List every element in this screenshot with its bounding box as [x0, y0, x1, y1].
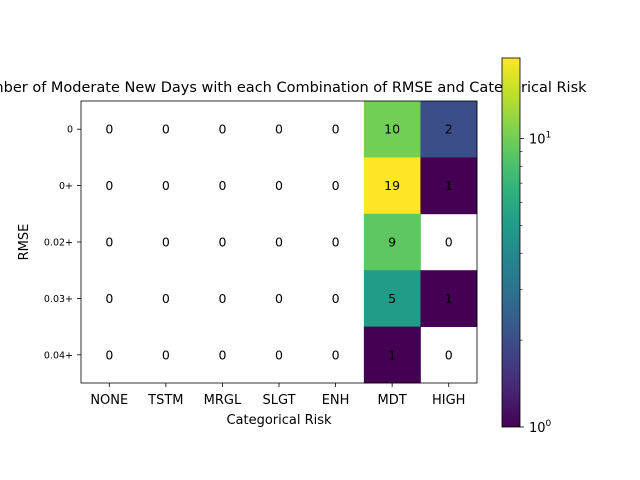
colorbar-tick-label: 101: [529, 130, 551, 147]
y-tick-label: 0: [67, 125, 73, 136]
x-tick-label: TSTM: [147, 393, 183, 408]
cell-value-label: 0: [218, 347, 226, 362]
cell-value-label: 0: [218, 122, 226, 137]
heatmap-cell: [363, 213, 421, 271]
cell-value-label: 0: [162, 178, 170, 193]
colorbar-gradient: [502, 58, 520, 427]
x-tick-label: MRGL: [204, 393, 242, 408]
x-axis-ticks: NONE TSTM MRGL SLGT ENH MDT HIGH: [90, 383, 465, 408]
colorbar-frame: [501, 57, 521, 428]
heatmap-cell: [363, 157, 421, 215]
cell-value-label: 0: [445, 347, 453, 362]
heatmap-cells: [363, 101, 478, 384]
cell-value-labels: 0 0 0 0 0 10 20 0 0 0 0 19 10 0 0 0 0 9 00 0 0 0 0 5 10 0 0 0 0 1 0: [105, 122, 452, 363]
y-tick-label: 0.02+: [44, 238, 73, 249]
cell-value-label: 0: [105, 347, 113, 362]
heatmap-cell: [363, 270, 421, 327]
cell-value-label: 1: [445, 178, 453, 193]
cell-value-label: 0: [445, 235, 453, 250]
cell-value-label: 1: [388, 347, 396, 362]
cell-value-label: 0: [162, 347, 170, 362]
y-tick-label: 0.03+: [44, 294, 73, 305]
cell-value-label: 0: [275, 122, 283, 137]
cell-value-label: 0: [332, 235, 340, 250]
heatmap-cell: [420, 157, 478, 215]
y-axis-ticks: 0 0+ 0.02+ 0.03+ 0.04+: [44, 125, 81, 361]
cell-value-label: 10: [384, 122, 400, 137]
cell-value-label: 0: [332, 122, 340, 137]
cell-value-label: 0: [105, 122, 113, 137]
heatmap-cell: [420, 270, 478, 327]
x-tick-label: MDT: [378, 393, 407, 408]
x-axis-label: Categorical Risk: [226, 413, 332, 428]
x-tick-label: NONE: [90, 393, 128, 408]
cell-value-label: 0: [275, 291, 283, 306]
cell-value-label: 0: [275, 235, 283, 250]
cell-value-label: 0: [162, 291, 170, 306]
cell-value-label: 0: [162, 122, 170, 137]
cell-value-label: 19: [384, 178, 400, 193]
colorbar-tick-label: 100: [529, 419, 552, 436]
y-tick-label: 0+: [59, 181, 73, 192]
cell-value-label: 0: [105, 291, 113, 306]
heatmap-cell: [363, 326, 421, 384]
cell-value-label: 0: [162, 235, 170, 250]
cell-value-label: 1: [445, 291, 453, 306]
cell-value-label: 2: [445, 122, 453, 137]
cell-value-label: 0: [105, 178, 113, 193]
heatmap-cell: [363, 101, 421, 158]
y-axis-label: RMSE: [17, 224, 32, 261]
cell-value-label: 5: [388, 291, 396, 306]
cell-value-label: 0: [332, 178, 340, 193]
cell-value-label: 0: [218, 291, 226, 306]
x-tick-label: ENH: [322, 393, 350, 408]
cell-value-label: 0: [218, 178, 226, 193]
x-tick-label: SLGT: [262, 393, 295, 408]
chart-title: Number of Moderate New Days with each Co…: [0, 80, 587, 96]
colorbar: 100 101: [501, 57, 552, 436]
cell-value-label: 0: [332, 347, 340, 362]
cell-value-label: 9: [388, 235, 396, 250]
y-tick-label: 0.04+: [44, 350, 73, 361]
x-tick-label: HIGH: [432, 393, 465, 408]
cell-value-label: 0: [275, 347, 283, 362]
heatmap-cell: [420, 101, 478, 158]
colorbar-ticks: 100 101: [520, 130, 552, 436]
cell-value-label: 0: [275, 178, 283, 193]
cell-value-label: 0: [105, 235, 113, 250]
cell-value-label: 0: [218, 235, 226, 250]
cell-value-label: 0: [332, 291, 340, 306]
